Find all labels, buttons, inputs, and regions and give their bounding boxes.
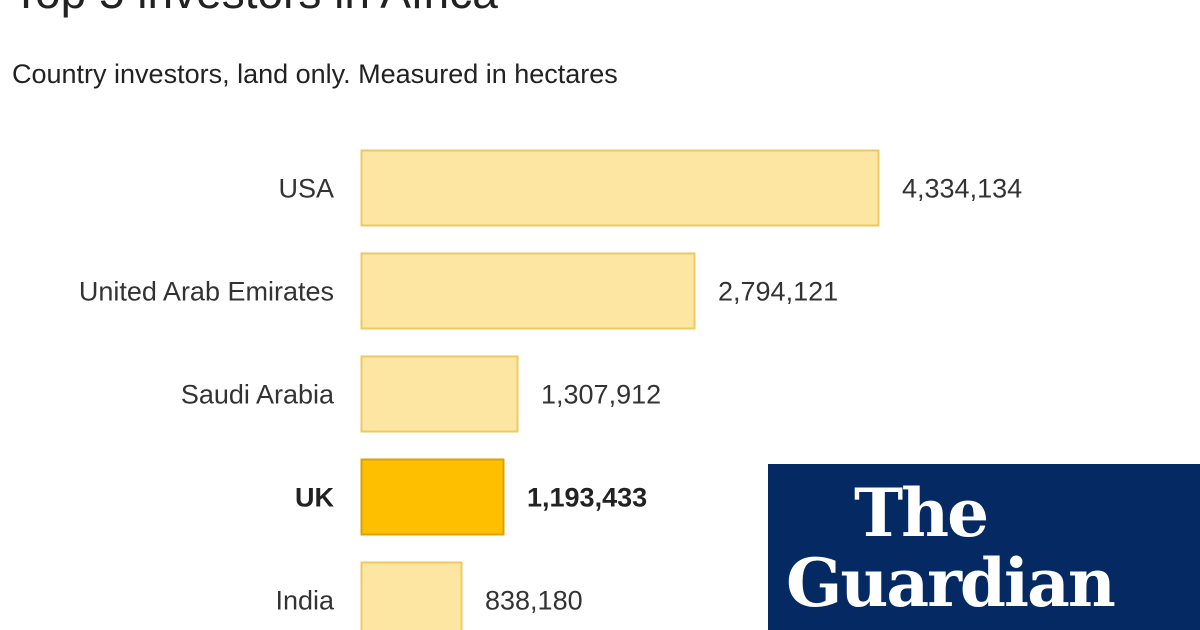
value-label: 4,334,134 bbox=[902, 174, 1022, 204]
category-label: Saudi Arabia bbox=[181, 380, 335, 410]
bar-usa bbox=[360, 149, 880, 227]
bar-saudi-arabia bbox=[360, 355, 519, 433]
chart-subtitle: Country investors, land only. Measured i… bbox=[12, 59, 618, 89]
value-label: 2,794,121 bbox=[718, 277, 838, 307]
category-label: United Arab Emirates bbox=[79, 277, 334, 307]
bar-uk bbox=[360, 458, 505, 536]
value-label: 1,193,433 bbox=[527, 483, 647, 513]
logo-word-guardian: Guardian bbox=[786, 544, 1116, 622]
guardian-logo: The Guardian bbox=[768, 464, 1200, 630]
bar-india bbox=[360, 561, 463, 630]
category-label: USA bbox=[278, 174, 334, 204]
value-label: 1,307,912 bbox=[541, 380, 661, 410]
value-label: 838,180 bbox=[485, 586, 583, 616]
chart-title: Top 5 investors in Africa bbox=[12, 0, 498, 18]
category-label: India bbox=[275, 586, 335, 616]
logo-word-the: The bbox=[854, 474, 989, 552]
category-label: UK bbox=[295, 483, 334, 513]
bar-united-arab-emirates bbox=[360, 252, 696, 330]
